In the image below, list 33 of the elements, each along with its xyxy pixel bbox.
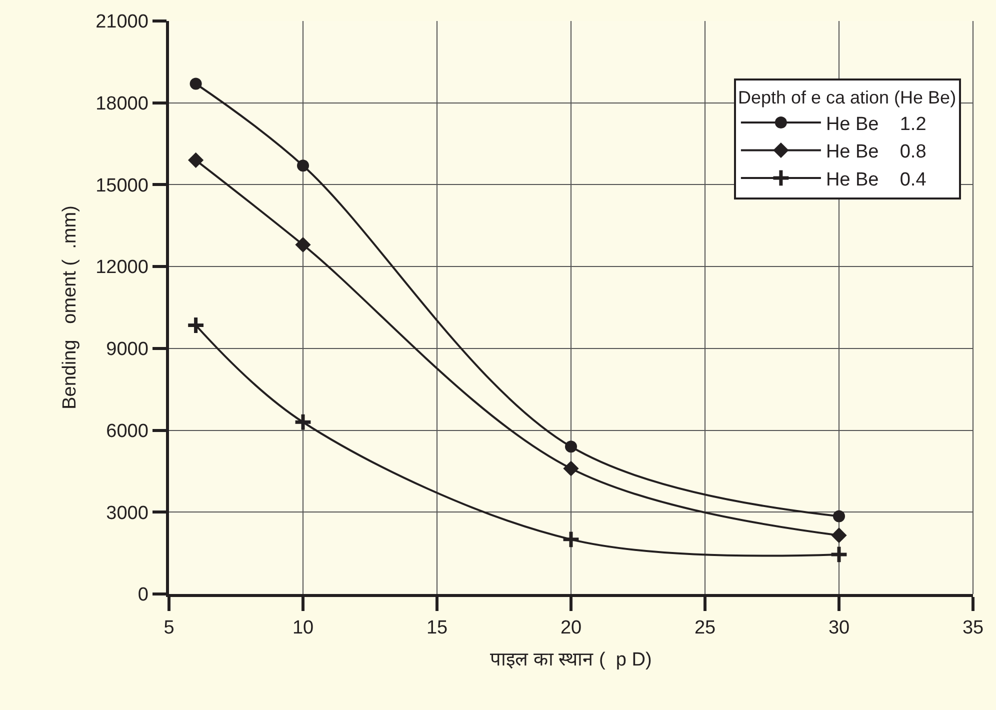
- point: [563, 460, 579, 476]
- y-tick-label: 0: [138, 584, 148, 606]
- point: [830, 544, 848, 564]
- x-tick-label: 25: [694, 618, 716, 639]
- x-tick-label: 20: [560, 618, 582, 639]
- x-tick-label: 5: [164, 618, 174, 639]
- y-tick-label: 15000: [96, 175, 148, 196]
- y-tick-label: 9000: [106, 339, 148, 360]
- legend-label: He Be 1.2: [826, 114, 926, 135]
- legend-label: He Be 0.4: [826, 169, 927, 190]
- legend-title: Depth of e ca ation (He Be): [738, 88, 956, 108]
- point: [188, 152, 204, 168]
- point: [565, 440, 577, 453]
- point: [295, 236, 311, 253]
- y-tick-label: 21000: [96, 12, 148, 33]
- point: [831, 528, 847, 544]
- point: [833, 510, 845, 522]
- x-axis-title: पाइल का स्थान ( p D): [490, 649, 652, 670]
- y-tick-label: 3000: [106, 502, 148, 524]
- point: [186, 316, 206, 335]
- y-tick-label: 6000: [106, 420, 148, 442]
- point: [190, 78, 202, 90]
- y-tick-label: 18000: [96, 94, 148, 115]
- y-tick-label: 12000: [96, 257, 148, 278]
- x-tick-label: 35: [962, 618, 984, 639]
- x-tick-label: 15: [426, 618, 448, 639]
- x-tick-label: 30: [828, 618, 850, 639]
- point: [562, 530, 580, 549]
- point: [297, 160, 309, 172]
- y-axis-title: Bending oment ( .mm): [59, 206, 80, 410]
- x-tick-label: 10: [292, 618, 314, 639]
- point: [294, 412, 312, 432]
- legend-label: He Be 0.8: [826, 142, 926, 163]
